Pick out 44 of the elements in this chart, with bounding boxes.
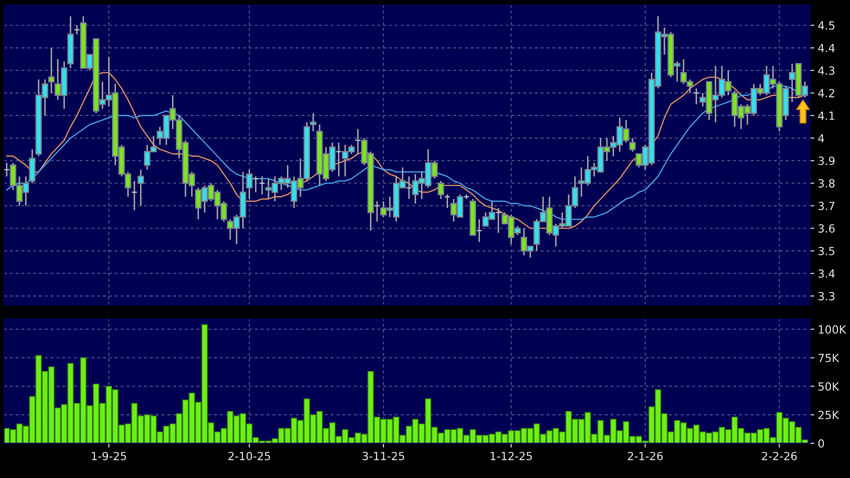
y-tick-label: 4.3 <box>818 66 834 75</box>
y-tick-label: 3.7 <box>818 202 834 210</box>
y-tick-label: 3.4 <box>818 269 835 278</box>
y-tick-label: 25K <box>818 410 840 420</box>
x-tick-label: 3-11-25 <box>362 452 404 460</box>
y-tick-label: 50K <box>818 382 840 391</box>
x-tick-label: 1-12-25 <box>490 452 532 460</box>
candlestick <box>252 176 259 193</box>
y-tick-label: 100K <box>818 325 846 334</box>
x-tick-label: 2-2-26 <box>762 452 797 460</box>
candlestick <box>131 180 138 211</box>
candlestick <box>476 218 482 243</box>
y-tick-label: 3.6 <box>818 224 835 233</box>
y-tick-label: 75K <box>818 354 840 362</box>
y-tick-label: 4.1 <box>818 112 834 120</box>
candlestick <box>29 148 36 184</box>
y-tick-label: 4.2 <box>818 88 834 98</box>
candlestick <box>629 137 636 152</box>
x-tick-label: 2-1-26 <box>628 452 663 460</box>
candlestick <box>693 88 700 105</box>
y-tick-label: 3.3 <box>818 292 834 300</box>
candlestick <box>495 207 502 234</box>
x-tick-label: 1-9-25 <box>92 452 126 460</box>
y-tick-label: 4.5 <box>818 21 834 30</box>
candlestick <box>444 194 450 209</box>
y-tick-label: 4.4 <box>818 44 835 52</box>
candlestick <box>258 176 266 196</box>
y-tick-label: 0 <box>818 439 824 448</box>
y-tick-label: 3.5 <box>818 246 834 256</box>
candlestick <box>406 176 412 200</box>
x-tick-label: 2-10-25 <box>228 452 270 460</box>
candlestick <box>4 162 10 178</box>
candlestick <box>336 142 342 178</box>
candlestick <box>310 112 316 132</box>
candlestick <box>138 168 144 206</box>
candlestick <box>74 24 80 36</box>
candlestick <box>374 200 380 222</box>
candlestick <box>354 128 362 155</box>
y-tick-label: 3.8 <box>818 179 835 188</box>
y-tick-label: 4 <box>818 134 824 142</box>
candlestick <box>246 168 253 200</box>
candlestick <box>438 180 444 200</box>
y-tick-label: 3.9 <box>818 156 835 166</box>
candlestick <box>48 47 55 94</box>
